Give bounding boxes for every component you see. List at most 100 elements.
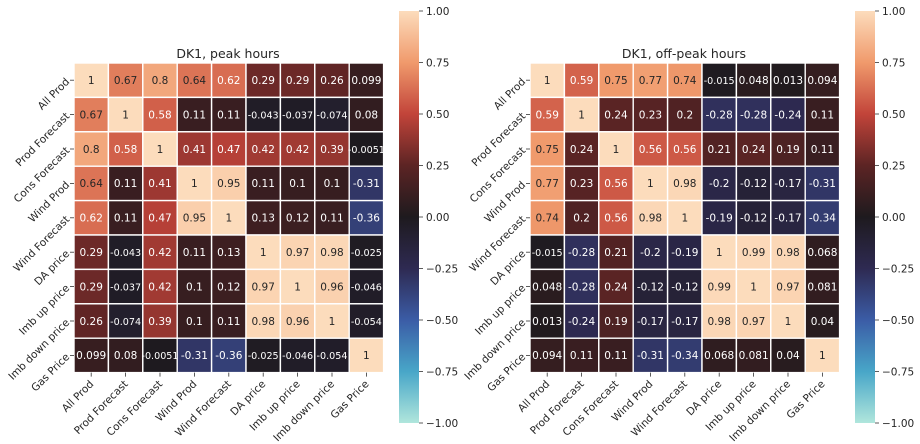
heatmap-cell [314,96,350,133]
heatmap-cell [107,268,144,305]
colorbar-tick-label: 0.75 [426,57,449,69]
cell-value-label: 0.39 [320,144,343,156]
cell-value-label: -0.28 [706,109,733,121]
heatmap-cell [735,96,772,133]
heatmap-cell [73,234,110,271]
cell-value-label: -0.24 [774,109,801,121]
heatmap-cell [804,199,841,236]
colorbar-gradient [399,11,419,423]
heatmap-cell [666,337,703,374]
cell-value-label: -0.31 [809,178,836,190]
heatmap-cell [142,337,178,374]
heatmap-cell [632,303,669,339]
cell-value-label: 0.97 [742,316,765,328]
heatmap-cell [348,337,385,374]
cell-value-label: 0.12 [286,213,309,225]
cell-value-label: 0.013 [532,316,562,328]
cell-value-label: 0.1 [186,281,203,293]
heatmap-cell [666,62,703,99]
cell-value-label: 0.094 [807,75,837,87]
cell-value-label: 0.77 [639,75,662,87]
cell-value-label: 0.41 [148,178,171,190]
heatmap-cell [804,337,841,374]
cell-value-label: 0.19 [604,316,627,328]
heatmap-cell [176,131,213,167]
heatmap-cell [142,303,178,339]
cell-value-label: -0.28 [740,109,767,121]
cell-value-label: -0.037 [282,110,313,121]
cell-value-label: -0.12 [740,213,767,225]
cell-value-label: -0.24 [568,316,595,328]
cell-value-label: 0.26 [80,316,104,328]
y-tick-label: All Prod [492,76,529,113]
cell-value-label: -0.12 [671,281,698,293]
cell-value-label: 1 [363,350,370,362]
colorbar-tick-label: 0.50 [426,109,449,121]
cell-value-label: 0.75 [604,75,627,87]
cell-value-label: 0.11 [252,178,275,190]
cell-value-label: 0.099 [76,350,106,362]
cell-value-label: 0.1 [324,178,341,190]
heatmap-cell [176,165,213,202]
cell-value-label: -0.34 [671,350,698,362]
heatmap-cell [210,234,247,271]
cell-value-label: 0.95 [183,213,206,225]
cell-value-label: 0.23 [570,178,593,190]
cell-value-label: 0.11 [114,213,137,225]
cell-value-label: 0.98 [776,247,799,259]
heatmap-cell [279,337,316,374]
cell-value-label: 0.77 [536,178,559,190]
heatmap-cell [701,199,738,236]
cell-value-label: -0.037 [110,282,141,293]
cell-value-label: 1 [294,281,301,293]
heatmap-cell [245,337,282,374]
cell-value-label: 0.26 [320,75,344,87]
cell-value-label: 0.12 [217,281,240,293]
cell-value-label: 0.11 [183,109,206,121]
cell-value-label: 0.59 [570,75,593,87]
heatmap-cell [73,337,110,374]
colorbar-tick-label: −0.75 [882,366,914,378]
cell-value-label: -0.046 [351,282,382,293]
cell-value-label: 1 [647,178,654,190]
cell-value-label: 0.39 [148,316,171,328]
cell-value-label: 0.13 [252,213,275,225]
colorbar-tick-label: 0.25 [882,160,905,172]
cell-value-label: 0.13 [217,247,240,259]
cell-value-label: 0.98 [639,213,662,225]
cell-value-label: 0.67 [80,109,103,121]
cell-value-label: 0.11 [570,350,593,362]
cell-value-label: -0.025 [351,248,382,259]
colorbar-tick-label: −1.00 [426,418,458,430]
heatmap-cell [107,131,144,167]
cell-value-label: -0.34 [809,213,836,225]
heatmap-cell [210,268,247,305]
heatmap-cell [210,337,247,374]
y-tick-label: Imb down price [462,317,528,383]
heatmap-cell [598,268,634,305]
cell-value-label: 0.29 [286,75,309,87]
heatmap-cell [770,234,806,271]
heatmap-cell [666,234,703,271]
cell-value-label: 0.58 [148,109,171,121]
cell-value-label: -0.19 [706,213,733,225]
cell-value-label: 1 [578,109,585,121]
cell-value-label: 0.41 [183,144,206,156]
colorbar-tick-label: 1.00 [882,6,905,18]
cell-value-label: 0.29 [80,247,103,259]
cell-value-label: -0.015 [532,248,563,259]
cell-value-label: -0.054 [351,317,382,328]
cell-value-label: 0.24 [570,144,594,156]
cell-value-label: 0.1 [289,178,306,190]
cell-value-label: 0.64 [80,178,104,190]
cell-value-label: -0.12 [637,281,664,293]
heatmap-cell [598,199,634,236]
heatmap-cell [279,96,316,133]
heatmap-cell [107,165,144,202]
colorbar-tick-label: −0.50 [426,315,458,327]
cell-value-label: 0.75 [536,144,559,156]
heatmap-cell [142,131,178,167]
cell-value-label: -0.043 [110,248,141,259]
cell-value-label: 0.2 [676,109,693,121]
